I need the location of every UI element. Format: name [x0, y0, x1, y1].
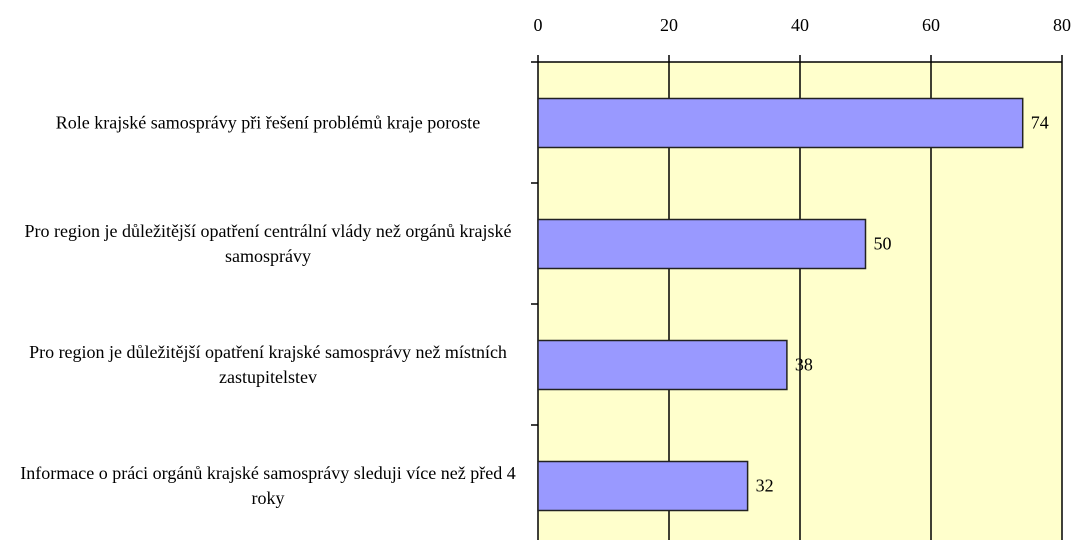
value-label: 38 — [795, 355, 813, 375]
bar — [537, 97, 1024, 149]
value-label: 74 — [1031, 113, 1049, 133]
bar — [537, 460, 749, 512]
category-label: Role krajské samosprávy při řešení probl… — [55, 112, 481, 132]
category-label: Informace o práci orgánů krajské samospr… — [20, 462, 516, 508]
x-tick-label: 80 — [1053, 15, 1071, 35]
bar — [537, 218, 867, 270]
category-label: Pro region je důležitější opatření krajs… — [29, 341, 507, 387]
x-tick-label: 60 — [922, 15, 940, 35]
x-tick-label: 0 — [534, 15, 543, 35]
category-label: Pro region je důležitější opatření centr… — [24, 220, 512, 266]
bar — [537, 339, 788, 391]
x-tick-label: 40 — [791, 15, 809, 35]
value-label: 50 — [874, 234, 892, 254]
x-tick-label: 20 — [660, 15, 678, 35]
value-label: 32 — [756, 476, 774, 496]
